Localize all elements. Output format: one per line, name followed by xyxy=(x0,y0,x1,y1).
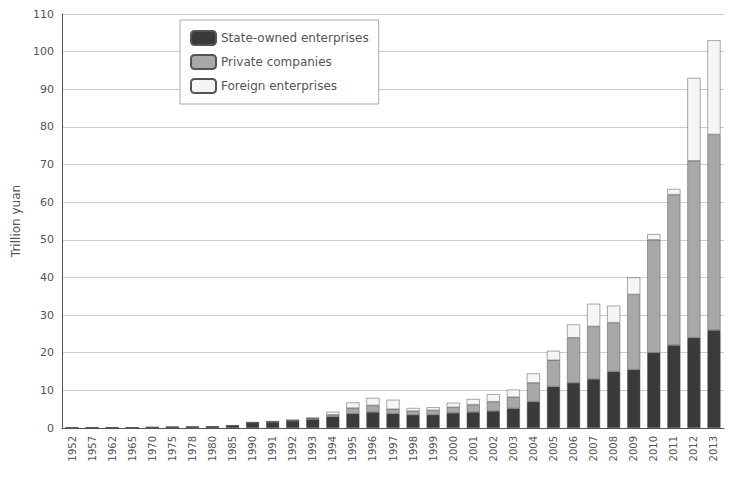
svg-text:2012: 2012 xyxy=(688,436,699,461)
svg-text:2011: 2011 xyxy=(668,436,679,461)
svg-text:40: 40 xyxy=(40,271,54,284)
svg-text:1962: 1962 xyxy=(107,436,118,461)
svg-text:90: 90 xyxy=(40,83,54,96)
svg-text:1952: 1952 xyxy=(67,436,78,461)
svg-text:110: 110 xyxy=(33,8,54,21)
svg-text:1991: 1991 xyxy=(267,436,278,461)
svg-text:2000: 2000 xyxy=(448,436,459,461)
svg-text:2010: 2010 xyxy=(648,436,659,461)
svg-text:State-owned enterprises: State-owned enterprises xyxy=(221,31,369,45)
svg-text:30: 30 xyxy=(40,309,54,322)
svg-text:1994: 1994 xyxy=(327,436,338,461)
svg-text:2009: 2009 xyxy=(628,436,639,461)
svg-text:2004: 2004 xyxy=(528,436,539,461)
svg-text:1978: 1978 xyxy=(187,436,198,461)
svg-text:50: 50 xyxy=(40,233,54,246)
svg-text:100: 100 xyxy=(33,45,54,58)
svg-text:10: 10 xyxy=(40,384,54,397)
svg-text:20: 20 xyxy=(40,346,54,359)
svg-text:1999: 1999 xyxy=(428,436,439,461)
svg-text:Private companies: Private companies xyxy=(221,55,332,69)
svg-text:1993: 1993 xyxy=(307,436,318,461)
svg-text:2002: 2002 xyxy=(488,436,499,461)
svg-text:1996: 1996 xyxy=(367,436,378,461)
svg-text:1990: 1990 xyxy=(247,436,258,461)
svg-text:1992: 1992 xyxy=(287,436,298,461)
svg-text:2006: 2006 xyxy=(568,436,579,461)
svg-text:70: 70 xyxy=(40,158,54,171)
svg-text:2007: 2007 xyxy=(588,436,599,461)
svg-text:80: 80 xyxy=(40,120,54,133)
svg-text:1957: 1957 xyxy=(87,436,98,461)
svg-text:2001: 2001 xyxy=(468,436,479,461)
svg-text:Foreign enterprises: Foreign enterprises xyxy=(221,79,337,93)
svg-text:2005: 2005 xyxy=(548,436,559,461)
svg-text:1975: 1975 xyxy=(167,436,178,461)
svg-text:2013: 2013 xyxy=(708,436,719,461)
svg-text:0: 0 xyxy=(47,422,54,435)
svg-text:Trillion yuan: Trillion yuan xyxy=(9,185,23,258)
svg-text:1970: 1970 xyxy=(147,436,158,461)
svg-text:1995: 1995 xyxy=(347,436,358,461)
svg-text:2003: 2003 xyxy=(508,436,519,461)
svg-text:1998: 1998 xyxy=(408,436,419,461)
svg-text:1980: 1980 xyxy=(207,436,218,461)
svg-text:60: 60 xyxy=(40,196,54,209)
svg-text:1997: 1997 xyxy=(388,436,399,461)
svg-text:1985: 1985 xyxy=(227,436,238,461)
svg-text:2008: 2008 xyxy=(608,436,619,461)
svg-text:1965: 1965 xyxy=(127,436,138,461)
